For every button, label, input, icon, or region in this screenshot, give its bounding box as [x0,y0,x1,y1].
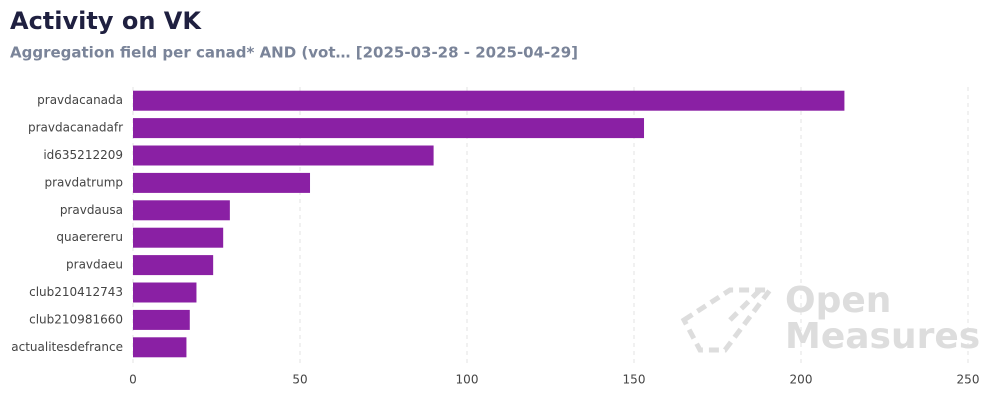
bar [133,200,230,221]
bar [133,118,645,139]
y-tick-label: pravdausa [60,203,123,217]
y-tick-label: id635212209 [43,148,123,162]
y-tick-label: pravdaeu [66,258,123,272]
watermark: Open [785,280,891,321]
x-tick-label: 200 [790,373,813,387]
x-tick-label: 150 [623,373,646,387]
bar [133,145,434,166]
bar [133,172,311,193]
y-tick-label: club210981660 [29,312,123,326]
bar [133,309,190,330]
y-tick-label: actualitesdefrance [11,340,123,354]
x-tick-label: 100 [456,373,479,387]
chart-subtitle: Aggregation field per canad* AND (vot… [… [10,44,578,62]
watermark-logo [680,287,775,353]
y-tick-label: pravdacanada [37,93,123,107]
bar [133,255,214,276]
x-tick-label: 0 [129,373,137,387]
bar [133,90,845,111]
chart-title: Activity on VK [10,7,202,35]
x-tick-label: 250 [957,373,980,387]
y-tick-label: pravdatrump [44,175,123,189]
y-tick-label: pravdacanadafr [28,121,123,135]
bar [133,282,197,303]
x-tick-label: 50 [292,373,307,387]
bar [133,227,224,248]
watermark: Measures [785,316,980,357]
y-tick-label: club210412743 [29,285,123,299]
bar [133,337,187,358]
y-tick-label: quaerereru [56,230,123,244]
